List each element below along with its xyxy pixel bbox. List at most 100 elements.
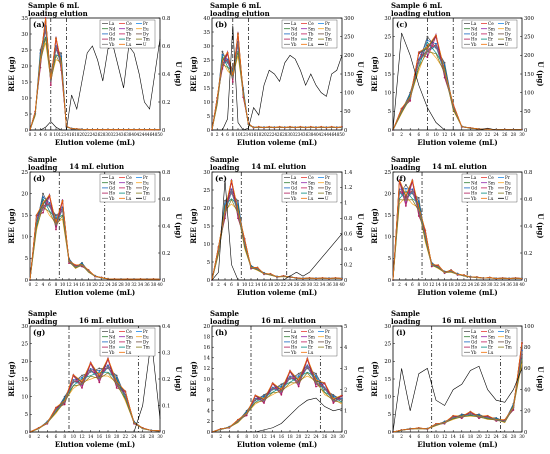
x-tick-label: 22	[485, 434, 491, 439]
x-axis-label: Elution voleme (mL)	[55, 440, 135, 449]
data-point	[411, 190, 414, 192]
legend: La Ce Pr Nd Sm Eu Gd Tb Dy Ho Er Tm Yb Lu U	[281, 173, 338, 203]
legend-entry: Ce	[308, 21, 314, 26]
y-tick-label: 8	[207, 387, 210, 393]
y2-axis-label: U (μg)	[174, 366, 183, 391]
data-point	[107, 364, 109, 367]
legend-entry: Gd	[291, 32, 297, 37]
y-tick-label: 15	[203, 224, 210, 230]
x-tick-label: 6	[417, 434, 420, 439]
y-tick-label: 5	[25, 412, 28, 418]
chart-panel-6: 0 2 4 6 8 10 12 14 16 18 20 22 24 26 28 30 32 34 36 38 40051…	[370, 155, 545, 297]
series-line-Ce	[211, 45, 343, 131]
annotation-label: Sample	[391, 155, 421, 164]
legend-entry: Gd	[471, 186, 477, 191]
x-tick-label: 26	[112, 282, 118, 287]
legend-entry: Tb	[488, 186, 494, 191]
series-line-Tm	[211, 51, 343, 131]
series-line-Ce	[211, 367, 343, 433]
data-point	[263, 402, 265, 404]
y-tick-label: 20	[203, 72, 210, 78]
x-tick-label: 26	[294, 282, 300, 287]
legend-entry: Er	[308, 345, 313, 350]
legend-entry: Er	[308, 37, 313, 42]
y2-axis-label: U (μg)	[356, 61, 365, 86]
x-tick-label: 34	[320, 282, 326, 287]
legend-entry: Ce	[126, 329, 132, 334]
data-point	[306, 365, 309, 368]
legend-box	[99, 173, 156, 203]
legend-entry: U	[505, 42, 509, 47]
legend-box	[99, 19, 156, 49]
y-tick-label: 0	[207, 430, 210, 436]
panel-label: (c)	[396, 20, 408, 29]
legend-entry: La	[291, 21, 297, 26]
series-line-Nd	[211, 357, 343, 433]
legend-entry: Pr	[143, 21, 148, 26]
series-line-Lu	[29, 17, 161, 131]
series-line-Eu	[29, 375, 161, 433]
y2-tick-label: 0	[344, 278, 347, 284]
x-tick-label: 36	[144, 282, 150, 287]
x-tick-label: 16	[459, 132, 465, 137]
y-tick-label: 10	[384, 394, 391, 400]
data-point	[478, 417, 480, 420]
legend-entry: U	[143, 196, 147, 201]
data-point	[426, 35, 429, 38]
x-tick-label: 30	[157, 434, 163, 439]
data-point	[98, 377, 101, 379]
y2-tick-label: 40	[524, 387, 531, 393]
data-point	[55, 409, 57, 412]
series-line-Tm	[29, 37, 161, 131]
chart-panel-5: 0 2 4 6 8 10 12 14 16 18 20 22 24 26 28 30 32 34 36 38 40051…	[189, 155, 365, 297]
y2-tick-label: 150	[524, 72, 534, 78]
y-tick-label: 10	[384, 90, 391, 96]
data-point	[237, 199, 239, 202]
data-point	[224, 199, 226, 202]
data-point	[115, 374, 118, 377]
x-tick-label: 24	[90, 132, 96, 137]
series-line-Pr	[392, 190, 523, 281]
legend-entry: Sm	[308, 180, 315, 185]
series-line-U	[392, 365, 523, 433]
x-tick-label: 10	[242, 282, 248, 287]
legend-entry: Lu	[126, 42, 132, 47]
x-tick-label: 16	[459, 434, 465, 439]
y-tick-label: 14	[203, 356, 210, 362]
annotation-label: Sample 6 mL	[391, 1, 442, 10]
series-line-Pr	[211, 366, 343, 433]
series-line-Pr	[29, 204, 161, 281]
x-tick-label: 24	[272, 132, 278, 137]
x-tick-label: 16	[442, 282, 448, 287]
x-axis-label: Elution voleme (mL)	[417, 138, 497, 147]
series-line-Tb	[211, 42, 343, 131]
data-point	[98, 370, 101, 372]
x-tick-label: 0	[392, 434, 395, 439]
legend-entry: La	[291, 175, 297, 180]
y-axis-label: REE (μg)	[370, 56, 379, 92]
data-point	[107, 365, 109, 368]
x-tick-label: 20	[274, 282, 280, 287]
legend-entry: Tb	[488, 32, 494, 37]
y-tick-label: 30	[203, 170, 210, 176]
x-axis-label: Elution voleme (mL)	[237, 440, 317, 449]
legend-entry: Er	[126, 37, 131, 42]
x-tick-label: 36	[121, 132, 127, 137]
legend-entry: Eu	[325, 26, 331, 31]
y-tick-label: 20	[21, 64, 28, 70]
x-tick-label: 2	[400, 132, 403, 137]
legend-box	[461, 19, 518, 49]
x-tick-label: 14	[435, 282, 441, 287]
data-point	[409, 99, 412, 102]
x-tick-label: 22	[461, 282, 467, 287]
y-axis-label: REE (μg)	[370, 208, 379, 244]
y2-tick-label: 80	[524, 345, 531, 351]
legend-entry: Gd	[291, 340, 297, 345]
x-tick-label: 14	[64, 132, 70, 137]
y2-tick-label: 100	[524, 324, 534, 330]
legend-entry: Pr	[505, 329, 510, 334]
x-tick-label: 24	[105, 282, 111, 287]
y2-tick-label: 250	[344, 34, 354, 40]
legend-entry: Tb	[126, 32, 132, 37]
legend-entry: Ho	[291, 191, 298, 196]
